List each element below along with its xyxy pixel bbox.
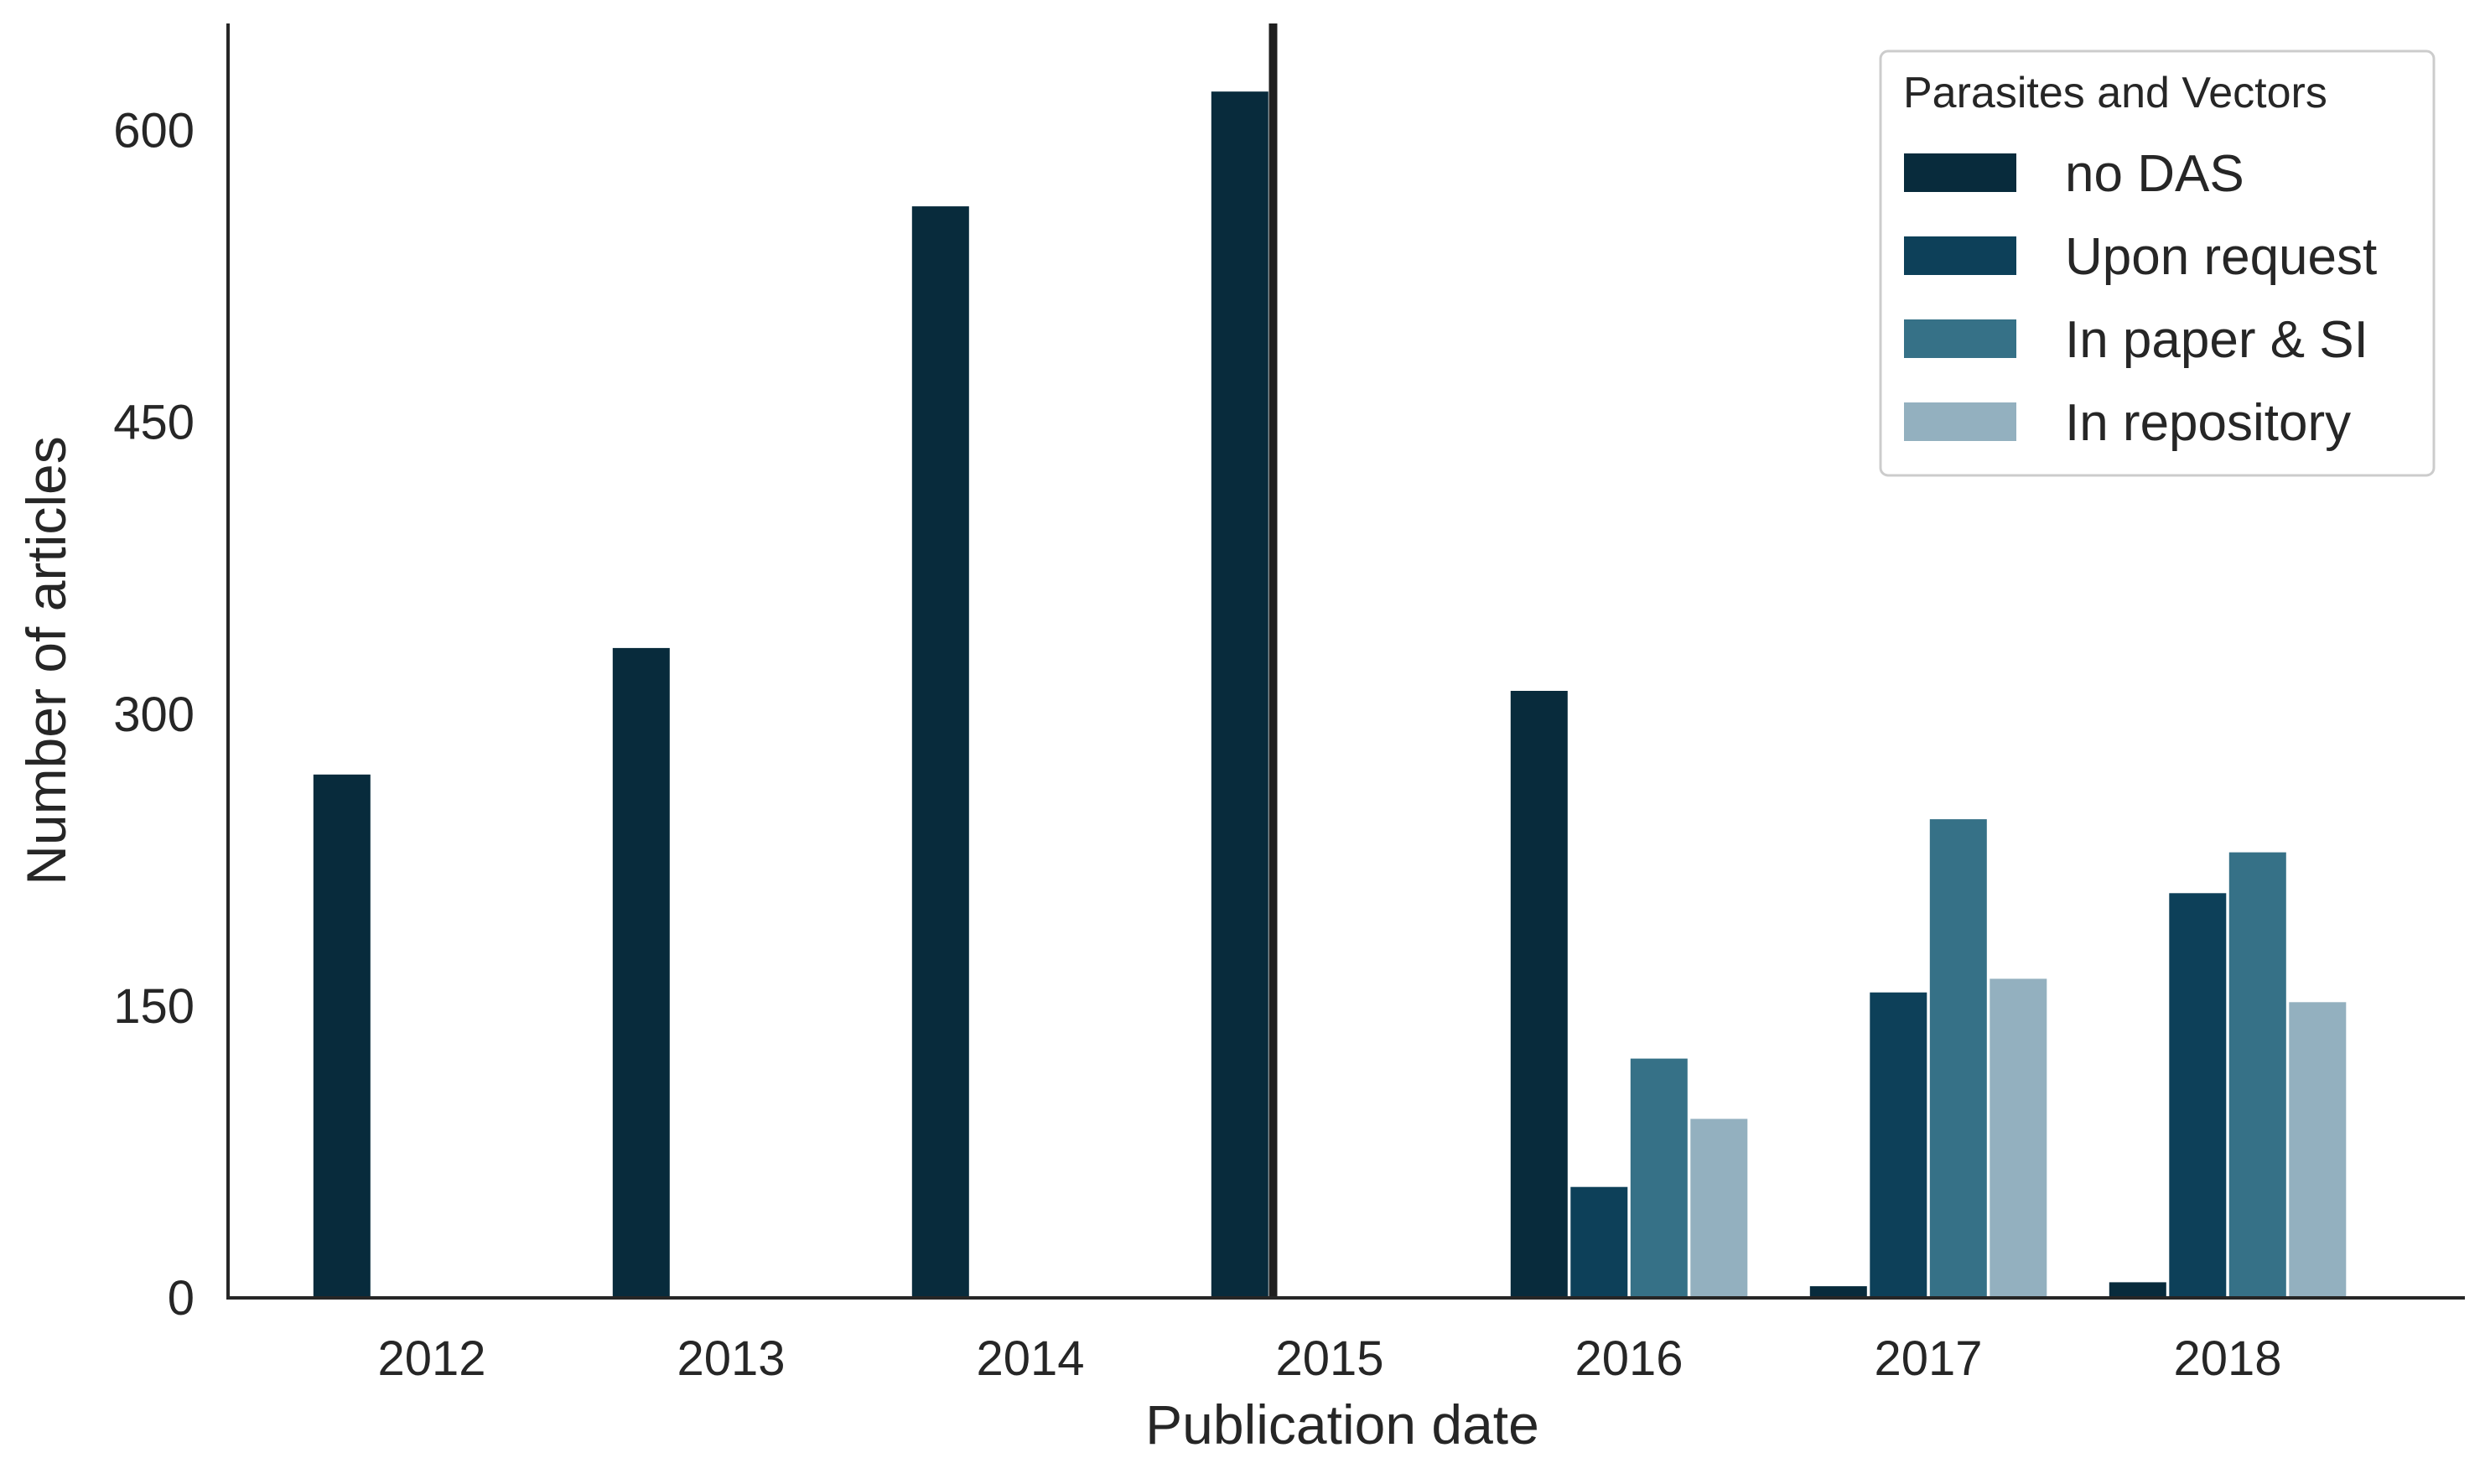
legend-label-upon-request: Upon request	[2065, 228, 2377, 286]
legend-swatch-in-repository	[1904, 402, 2016, 441]
bar-in-paper-si-2016	[1630, 1058, 1688, 1298]
bar-no-das-2016	[1510, 691, 1568, 1298]
y-axis-label: Number of articles	[15, 436, 77, 885]
x-tick-label: 2015	[1275, 1331, 1383, 1386]
bar-in-repository-2018	[2289, 1002, 2347, 1298]
x-tick-label: 2013	[677, 1331, 785, 1386]
x-axis-label: Publication date	[1145, 1393, 1539, 1455]
y-tick-label: 600	[113, 104, 195, 158]
y-tick-label: 300	[113, 688, 195, 742]
bar-no-das-2013	[612, 647, 670, 1298]
x-tick-label: 2012	[377, 1331, 485, 1386]
bar-no-das-2017	[1809, 1286, 1867, 1298]
x-tick-label: 2016	[1575, 1331, 1683, 1386]
bar-no-das-2018	[2109, 1282, 2166, 1298]
legend-label-in-paper-si: In paper & SI	[2065, 311, 2368, 369]
bar-in-paper-si-2017	[1929, 819, 1987, 1298]
bars-layer	[313, 91, 2347, 1299]
x-tick-label: 2014	[976, 1331, 1084, 1386]
x-tick-label: 2017	[1874, 1331, 1982, 1386]
legend-swatch-no-das	[1904, 153, 2016, 192]
legend-entries: no DAS Upon request In paper & SI In reposi…	[1904, 145, 2377, 452]
legend-label-in-repository: In repository	[2065, 394, 2351, 452]
y-tick-label: 450	[113, 396, 195, 450]
y-tick-label: 0	[168, 1271, 195, 1326]
legend: Parasites and Vectors no DAS Upon request…	[1879, 49, 2436, 477]
legend-frame	[1879, 49, 2436, 477]
legend-swatch-in-paper-si	[1904, 319, 2016, 358]
bar-no-das-2012	[313, 774, 371, 1298]
y-tick-label: 150	[113, 979, 195, 1034]
ticks-layer: 2012 2013 2014 2015 2016 2017 2018 0 150 300 450 60…	[113, 104, 2281, 1386]
bar-in-paper-si-2018	[2228, 852, 2286, 1298]
bar-in-repository-2016	[1690, 1118, 1748, 1298]
legend-label-no-das: no DAS	[2065, 145, 2244, 203]
bar-no-das-2014	[911, 206, 969, 1299]
bar-no-das-2015	[1211, 91, 1268, 1299]
bar-upon-request-2016	[1570, 1186, 1628, 1298]
bar-upon-request-2018	[2169, 893, 2227, 1298]
bar-in-repository-2017	[1990, 978, 2047, 1298]
legend-title: Parasites and Vectors	[1903, 69, 2327, 117]
x-tick-label: 2018	[2173, 1331, 2281, 1386]
legend-swatch-upon-request	[1904, 236, 2016, 275]
axes-layer	[226, 23, 2465, 1300]
bar-upon-request-2017	[1870, 992, 1927, 1298]
